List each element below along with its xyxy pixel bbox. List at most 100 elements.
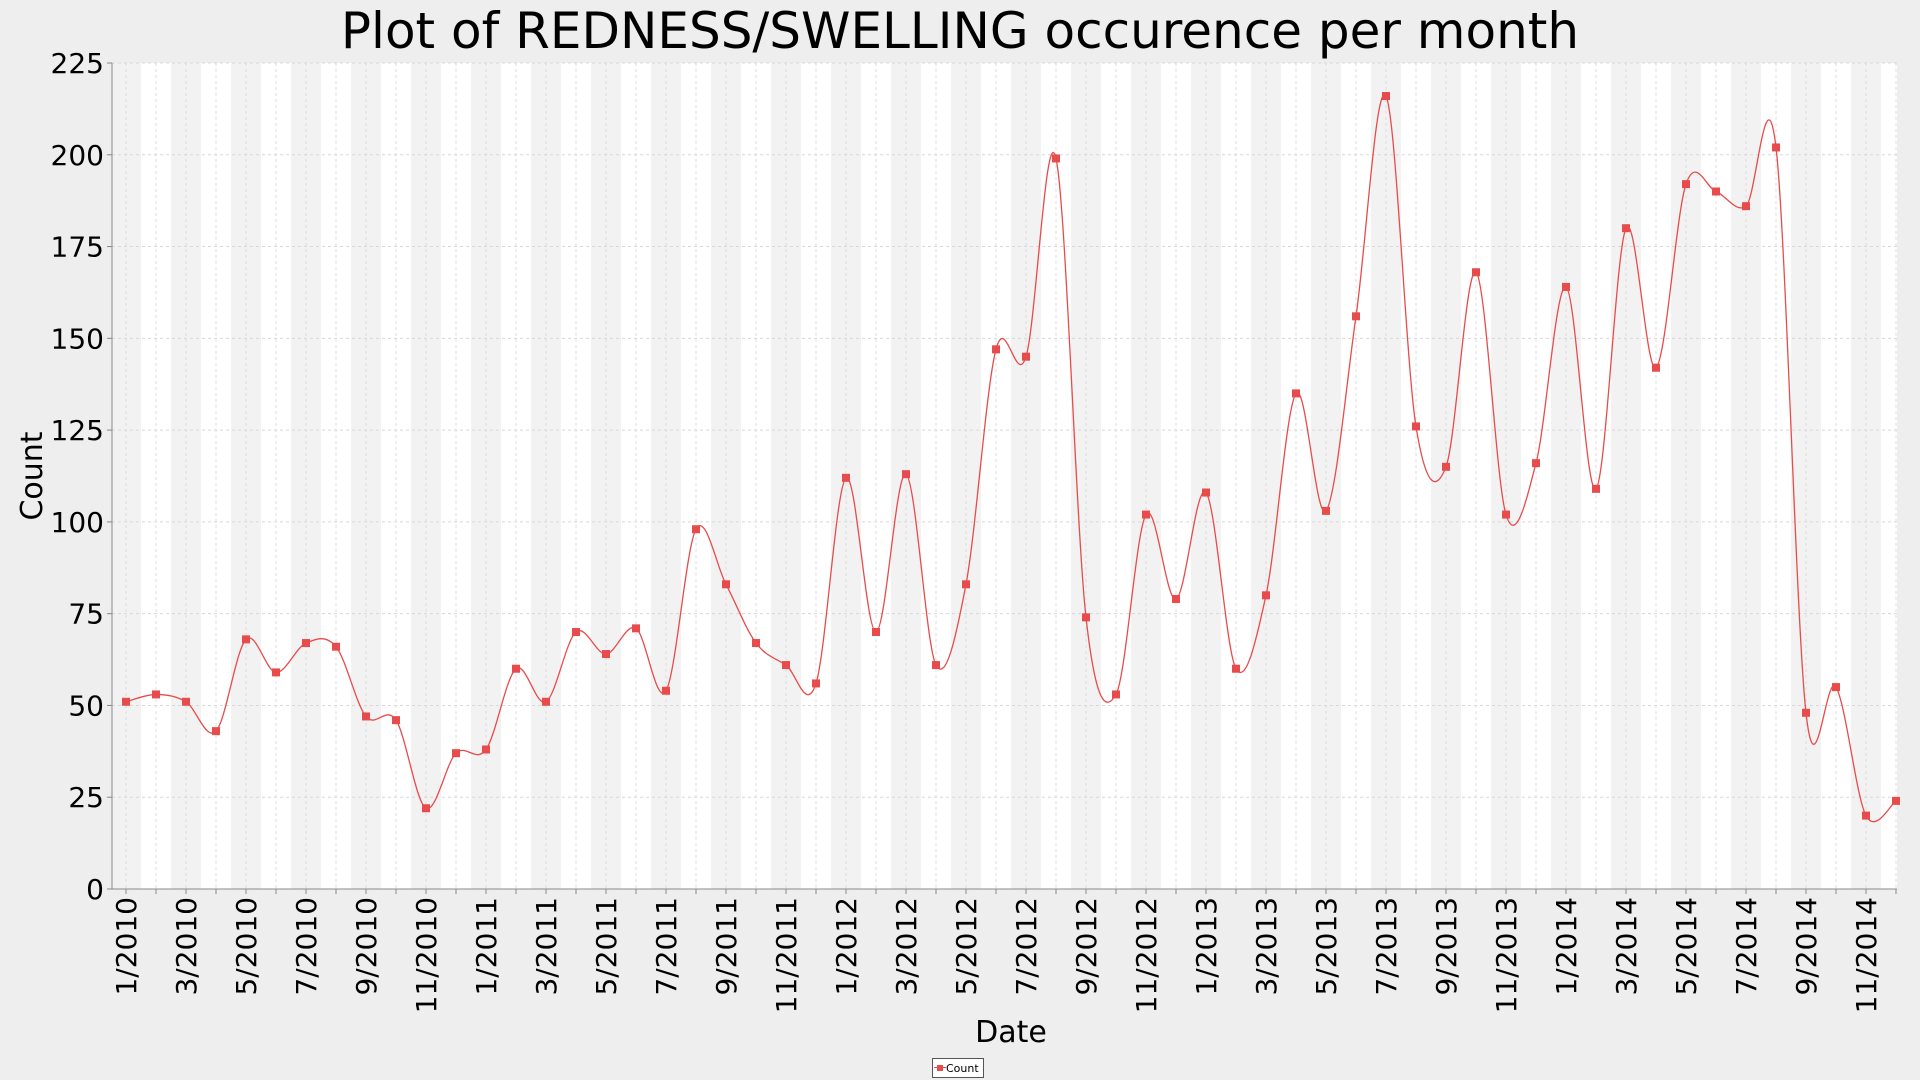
month-band bbox=[112, 63, 141, 889]
x-tick-label: 9/2014 bbox=[1790, 897, 1823, 996]
data-point bbox=[992, 345, 1000, 354]
month-band bbox=[351, 63, 381, 889]
y-tick-label: 100 bbox=[51, 506, 104, 539]
data-point bbox=[1022, 352, 1030, 361]
y-tick-label: 125 bbox=[51, 414, 104, 447]
y-tick-label: 200 bbox=[51, 139, 104, 172]
data-point bbox=[1142, 510, 1150, 519]
x-tick-label: 11/2011 bbox=[770, 897, 803, 1013]
data-point bbox=[1382, 92, 1390, 101]
data-point bbox=[1322, 506, 1330, 515]
x-tick-label: 5/2010 bbox=[230, 897, 263, 996]
x-tick-label: 7/2011 bbox=[650, 897, 683, 996]
month-band bbox=[1611, 63, 1641, 889]
data-point bbox=[962, 580, 970, 589]
x-tick-label: 11/2014 bbox=[1850, 897, 1883, 1013]
data-point bbox=[632, 624, 640, 633]
data-point bbox=[782, 661, 790, 670]
data-point bbox=[1622, 224, 1630, 233]
month-band bbox=[231, 63, 261, 889]
data-point bbox=[812, 679, 820, 688]
x-tick-label: 3/2012 bbox=[890, 897, 923, 996]
month-band bbox=[531, 63, 561, 889]
data-point bbox=[1682, 180, 1690, 189]
data-point bbox=[1532, 459, 1540, 468]
data-point bbox=[1802, 708, 1810, 717]
month-band bbox=[1131, 63, 1161, 889]
month-band bbox=[1671, 63, 1701, 889]
data-point bbox=[872, 628, 880, 637]
x-tick-label: 5/2011 bbox=[590, 897, 623, 996]
x-tick-label: 3/2011 bbox=[530, 897, 563, 996]
data-point bbox=[902, 470, 910, 479]
x-tick-label: 1/2012 bbox=[830, 897, 863, 996]
x-tick-label: 9/2010 bbox=[350, 897, 383, 996]
series-points-count bbox=[122, 92, 1900, 820]
data-point bbox=[842, 473, 850, 482]
x-tick-label: 7/2010 bbox=[290, 897, 323, 996]
x-tick-label: 9/2013 bbox=[1430, 897, 1463, 996]
month-band bbox=[1851, 63, 1881, 889]
legend: Count bbox=[932, 1058, 984, 1078]
data-point bbox=[452, 749, 460, 758]
y-tick-label: 25 bbox=[68, 781, 104, 814]
x-tick-label: 3/2014 bbox=[1610, 897, 1643, 996]
month-band bbox=[1791, 63, 1821, 889]
data-point bbox=[1112, 690, 1120, 699]
data-point bbox=[692, 525, 700, 534]
x-tick-label: 9/2011 bbox=[710, 897, 743, 996]
data-point bbox=[122, 697, 130, 706]
data-point bbox=[1232, 664, 1240, 673]
data-point bbox=[1172, 594, 1180, 603]
x-tick-label: 7/2014 bbox=[1730, 897, 1763, 996]
y-tick-label: 50 bbox=[68, 689, 104, 722]
month-band bbox=[171, 63, 201, 889]
data-point bbox=[602, 650, 610, 659]
data-point bbox=[242, 635, 250, 644]
x-tick-label: 7/2013 bbox=[1370, 897, 1403, 996]
data-point bbox=[1202, 488, 1210, 497]
y-tick-labels: 0 25 50 75 100 125 150 175 200 225 bbox=[51, 47, 104, 906]
data-point bbox=[1712, 187, 1720, 196]
y-tick-label: 175 bbox=[51, 231, 104, 264]
data-point bbox=[1262, 591, 1270, 600]
y-tick-label: 75 bbox=[68, 598, 104, 631]
x-tick-label: 5/2013 bbox=[1310, 897, 1343, 996]
x-axis-label: Date bbox=[975, 1015, 1047, 1050]
month-band bbox=[1251, 63, 1281, 889]
month-band bbox=[1491, 63, 1521, 889]
data-point bbox=[302, 639, 310, 648]
data-point bbox=[1892, 796, 1900, 805]
month-band bbox=[1191, 63, 1221, 889]
data-point bbox=[332, 642, 340, 651]
month-band bbox=[771, 63, 801, 889]
data-point bbox=[272, 668, 280, 677]
x-tick-label: 5/2014 bbox=[1670, 897, 1703, 996]
x-tick-label: 3/2013 bbox=[1250, 897, 1283, 996]
data-point bbox=[722, 580, 730, 589]
data-point bbox=[1562, 282, 1570, 291]
data-point bbox=[1412, 422, 1420, 431]
data-point bbox=[572, 628, 580, 637]
chart-title: Plot of REDNESS/SWELLING occurence per m… bbox=[340, 2, 1580, 60]
data-point bbox=[182, 697, 190, 706]
month-band bbox=[711, 63, 741, 889]
data-point bbox=[542, 697, 550, 706]
data-point bbox=[1052, 154, 1060, 163]
data-point bbox=[482, 745, 490, 754]
data-point bbox=[1502, 510, 1510, 519]
data-point bbox=[1832, 683, 1840, 692]
axes bbox=[107, 62, 1897, 894]
month-band bbox=[1011, 63, 1041, 889]
month-band bbox=[1371, 63, 1401, 889]
x-tick-label: 3/2010 bbox=[170, 897, 203, 996]
data-point bbox=[212, 727, 220, 736]
data-point bbox=[1352, 312, 1360, 321]
legend-label-count: Count bbox=[946, 1061, 979, 1075]
x-tick-labels: 1/2010 3/2010 5/2010 7/2010 9/2010 11/2010 1/2… bbox=[110, 897, 1883, 1013]
data-point bbox=[1082, 613, 1090, 622]
data-point bbox=[392, 716, 400, 725]
month-band bbox=[1431, 63, 1461, 889]
data-point bbox=[1772, 143, 1780, 152]
